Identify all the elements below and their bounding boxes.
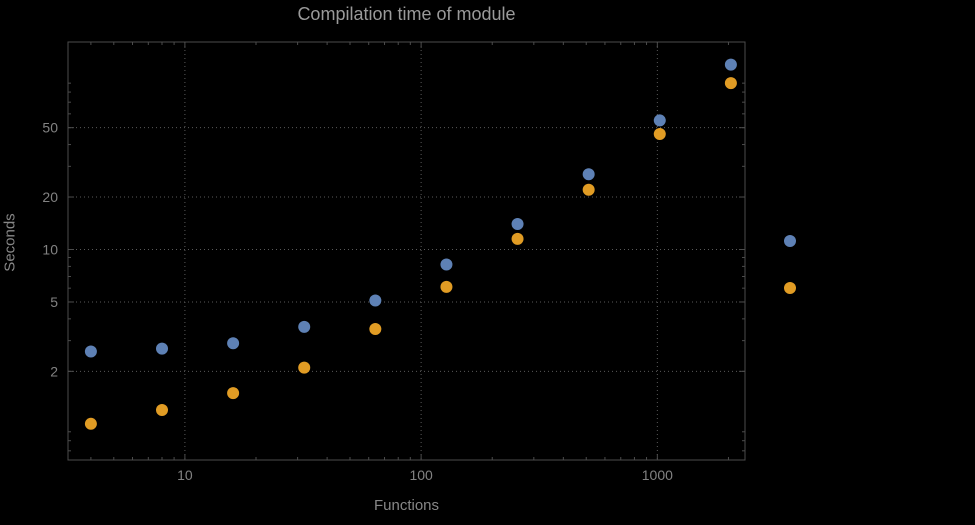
y-tick-label: 10 bbox=[42, 241, 58, 257]
data-point-series-2 bbox=[440, 280, 453, 293]
data-point-series-2 bbox=[369, 322, 382, 335]
data-point-series-2 bbox=[84, 417, 97, 430]
data-point-series-2 bbox=[511, 232, 524, 245]
data-point-series-1 bbox=[582, 168, 595, 181]
data-point-series-1 bbox=[653, 114, 666, 127]
data-point-series-2 bbox=[724, 77, 737, 90]
legend-marker-2 bbox=[784, 282, 796, 294]
y-tick-label: 20 bbox=[42, 189, 58, 205]
y-axis-label: Seconds bbox=[1, 213, 19, 272]
x-tick-label: 100 bbox=[409, 467, 433, 483]
data-point-series-1 bbox=[440, 258, 453, 271]
data-point-series-1 bbox=[724, 58, 737, 71]
x-axis-label: Functions bbox=[373, 497, 440, 514]
chart-title: Compilation time of module bbox=[297, 4, 516, 24]
data-point-series-2 bbox=[298, 361, 311, 374]
data-point-series-1 bbox=[298, 320, 311, 333]
data-point-series-1 bbox=[511, 218, 524, 231]
y-tick-label: 5 bbox=[50, 294, 58, 310]
data-point-series-2 bbox=[653, 127, 666, 140]
legend-marker-1 bbox=[784, 235, 796, 247]
data-point-series-2 bbox=[156, 404, 169, 417]
data-point-series-1 bbox=[227, 337, 240, 350]
x-tick-label: 10 bbox=[177, 467, 193, 483]
data-point-series-2 bbox=[227, 387, 240, 400]
data-point-series-2 bbox=[582, 183, 595, 196]
y-tick-label: 50 bbox=[42, 120, 58, 136]
y-tick-label: 2 bbox=[50, 363, 58, 379]
data-point-series-1 bbox=[84, 345, 97, 358]
x-tick-label: 1000 bbox=[642, 467, 673, 483]
data-point-series-1 bbox=[156, 342, 169, 355]
plot-frame bbox=[67, 41, 746, 461]
data-point-series-1 bbox=[369, 294, 382, 307]
